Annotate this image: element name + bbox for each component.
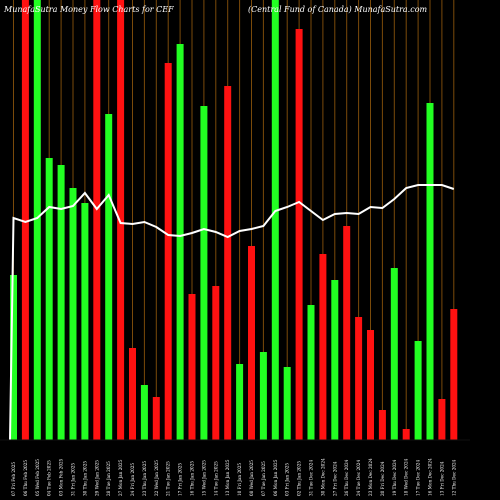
- bar: [45, 158, 53, 440]
- bar: [10, 275, 17, 440]
- x-tick-label: 06 Thu Feb 2025: [23, 460, 28, 496]
- grid-lines: [13, 0, 455, 440]
- bar: [414, 341, 422, 440]
- chart-title-left: MunafaSutra Money Flow Charts for CEF: [3, 5, 174, 14]
- bar: [402, 429, 410, 440]
- x-tick-label: 18 Wed Dec 2024: [404, 458, 409, 496]
- bar: [224, 86, 232, 440]
- bar: [271, 0, 279, 440]
- bar: [378, 410, 386, 440]
- bar: [236, 364, 244, 440]
- bar: [295, 29, 303, 440]
- x-tick-label: 26 Thu Dec 2024: [344, 459, 349, 496]
- x-tick-label: 31 Tue Dec 2024: [309, 460, 314, 496]
- bar: [21, 0, 29, 440]
- x-tick-label: 27 Fri Dec 2024: [332, 461, 337, 496]
- money-flow-line: [9, 184, 455, 441]
- x-tick-label: 04 Tue Feb 2025: [47, 460, 52, 496]
- bar: [164, 63, 172, 440]
- x-tick-label: 29 Wed Jan 2025: [94, 460, 99, 496]
- bar: [248, 246, 255, 440]
- x-tick-label: 07 Fri Feb 2025: [11, 462, 16, 496]
- bar: [259, 352, 267, 440]
- bar: [355, 317, 363, 440]
- bar: [343, 226, 351, 440]
- bar: [331, 280, 339, 440]
- bar: [307, 305, 315, 440]
- bar: [438, 399, 446, 440]
- bar: [367, 330, 374, 440]
- x-tick-label: 31 Fri Jan 2025: [71, 463, 76, 496]
- x-tick-label: 19 Thu Dec 2024: [392, 459, 397, 496]
- x-tick-label: 10 Fri Jan 2025: [237, 463, 242, 496]
- x-tick-label: 15 Wed Jan 2025: [201, 460, 206, 496]
- x-tick-label: 08 Wed Jan 2025: [249, 460, 254, 496]
- x-tick-label: 05 Wed Feb 2025: [35, 459, 40, 496]
- x-tick-label: 06 Mon Jan 2025: [273, 459, 278, 496]
- x-tick-label: 27 Mon Jan 2025: [118, 459, 123, 496]
- bar: [57, 165, 65, 440]
- bar: [319, 254, 327, 440]
- bar: [69, 188, 77, 440]
- bar: [129, 348, 136, 440]
- bar: [283, 367, 291, 440]
- bar: [176, 44, 184, 440]
- x-tick-label: 14 Tue Jan 2025: [213, 461, 218, 496]
- bar: [117, 0, 125, 440]
- x-tick-label: 30 Thu Jan 2025: [82, 461, 87, 496]
- bar: [140, 385, 148, 440]
- bar: [152, 397, 160, 440]
- bar: [212, 286, 220, 440]
- x-tick-label: 17 Fri Jan 2025: [178, 463, 183, 496]
- x-tick-label: 22 Wed Jan 2025: [154, 460, 159, 496]
- x-tick-label: 24 Tue Dec 2024: [356, 460, 361, 496]
- x-tick-label: 20 Fri Dec 2024: [380, 461, 385, 496]
- bar: [200, 106, 208, 440]
- x-tick-label: 12 Thu Dec 2024: [451, 459, 456, 496]
- x-tick-label: 23 Thu Jan 2025: [142, 461, 147, 496]
- x-tick-label: 21 Tue Jan 2025: [166, 461, 171, 496]
- bar: [93, 0, 101, 440]
- x-tick-label: 28 Tue Jan 2025: [106, 461, 111, 496]
- x-tick-label: 13 Fri Dec 2024: [439, 461, 444, 496]
- x-tick-label: 16 Mon Dec 2024: [428, 458, 433, 496]
- bar: [390, 268, 398, 440]
- bar: [81, 203, 89, 440]
- x-tick-label: 02 Thu Jan 2025: [297, 461, 302, 496]
- x-tick-label: 03 Mon Feb 2025: [59, 458, 64, 496]
- bar: [33, 0, 41, 440]
- chart-title-right: (Central Fund of Canada) MunafaSutra.com: [248, 5, 428, 14]
- bar: [105, 114, 113, 440]
- x-tick-label: 23 Mon Dec 2024: [368, 458, 373, 496]
- x-tick-label: 03 Fri Jan 2025: [285, 463, 290, 496]
- bar: [450, 309, 458, 440]
- bar: [188, 294, 196, 440]
- x-tick-labels: 07 Fri Feb 2025 06 Thu Feb 2025 05 Wed Feb…: [11, 458, 456, 496]
- x-tick-label: 13 Mon Jan 2025: [225, 459, 230, 496]
- x-tick-label: 07 Tue Jan 2025: [261, 461, 266, 496]
- x-tick-label: 17 Tue Dec 2024: [416, 460, 421, 496]
- bar-series: [10, 0, 458, 440]
- x-tick-label: 30 Mon Dec 2024: [320, 458, 325, 496]
- x-tick-label: 16 Thu Jan 2025: [190, 461, 195, 496]
- bar: [426, 103, 434, 440]
- x-tick-label: 24 Fri Jan 2025: [130, 463, 135, 496]
